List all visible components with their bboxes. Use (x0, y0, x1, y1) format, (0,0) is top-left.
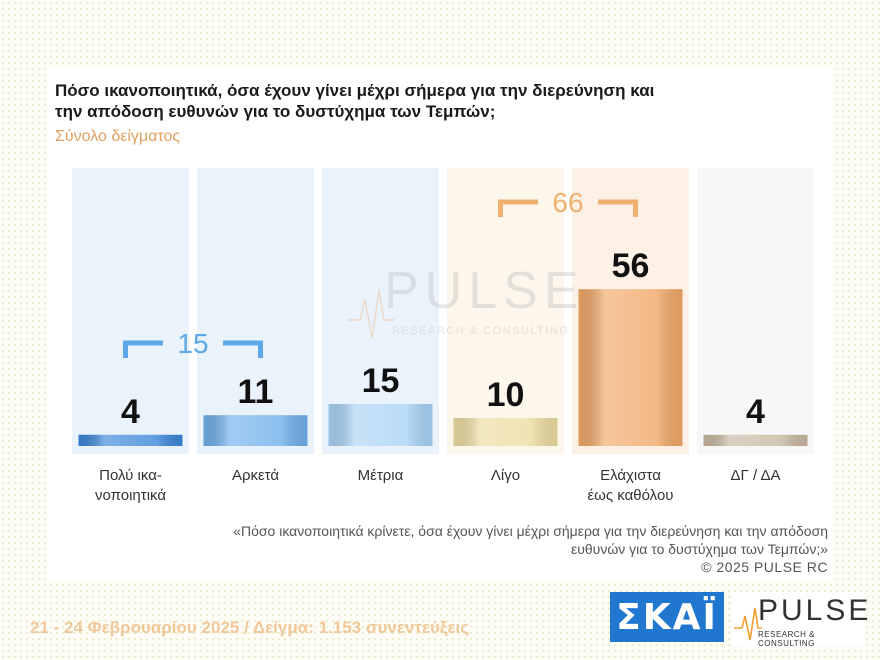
value-label: 11 (238, 373, 274, 411)
category-label: Πολύ ικα- (99, 467, 162, 484)
watermark-tagline: RESEARCH & CONSULTING (392, 325, 569, 337)
survey-info: 21 - 24 Φεβρουαρίου 2025 / Δείγμα: 1.153… (30, 618, 470, 637)
bar-shine (328, 404, 433, 446)
bracket-left-line (498, 199, 538, 217)
value-label: 15 (362, 362, 400, 400)
skai-logo: ΣΚΑΪ (610, 592, 724, 642)
group-bracket: 15 (123, 328, 263, 359)
value-label: 4 (746, 393, 765, 431)
group-bracket: 66 (498, 187, 638, 218)
bracket-left-line (123, 340, 163, 358)
category-label: Μέτρια (358, 467, 404, 484)
question-footnote: «Πόσο ικανοποιητικά κρίνετε, όσα έχουν γ… (233, 523, 828, 557)
value-label: 10 (487, 376, 525, 414)
bracket-right-line (598, 199, 638, 217)
category-label: έως καθόλου (587, 487, 673, 504)
bar-shine (578, 289, 683, 446)
bar-shine (453, 418, 558, 446)
bracket-right-line (223, 340, 263, 358)
group-total-label: 15 (177, 328, 208, 359)
chart-subtitle: Σύνολο δείγματος (55, 128, 181, 145)
bar-chart: PULSE RESEARCH & CONSULTING 4 11 15 10 56 4 1… (72, 168, 814, 504)
bar-shine (78, 434, 183, 446)
chart-title: Πόσο ικανοποιητικά, όσα έχουν γίνει μέχρ… (55, 81, 655, 121)
category-label: Ελάχιστα (600, 467, 661, 484)
watermark-brand: PULSE (384, 262, 585, 320)
column-background (697, 168, 814, 454)
bar-shine (203, 415, 308, 446)
pulse-logo: PULSE RESEARCH & CONSULTING (732, 592, 868, 648)
value-label: 4 (121, 393, 140, 431)
pulse-logo-word: PULSE (758, 594, 872, 627)
copyright: © 2025 PULSE RC (701, 559, 828, 575)
pulse-wave-icon (734, 607, 762, 641)
category-label: νοποιητικά (95, 487, 166, 504)
value-label: 56 (612, 247, 650, 285)
category-label: Λίγο (491, 467, 520, 484)
pulse-watermark: PULSE RESEARCH & CONSULTING (348, 262, 585, 339)
column-background (197, 168, 314, 454)
pulse-logo-tagline: RESEARCH & CONSULTING (758, 630, 816, 648)
bar-shine (703, 434, 808, 446)
category-label: ΔΓ / ΔΑ (731, 467, 781, 484)
group-total-label: 66 (552, 187, 583, 218)
category-label: Αρκετά (232, 467, 279, 484)
column-background (447, 168, 564, 454)
column-background (72, 168, 189, 454)
